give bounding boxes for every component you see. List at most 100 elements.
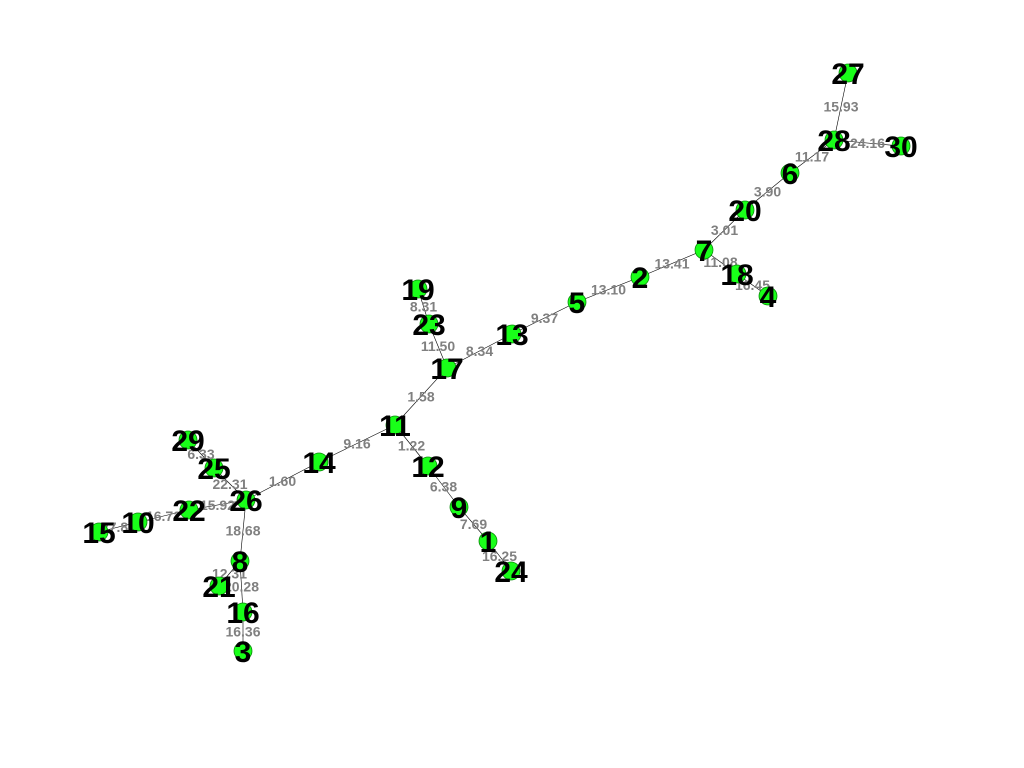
node-12: [418, 456, 438, 476]
edge-weight-label: 11.08: [703, 254, 737, 270]
nodes-layer: [89, 63, 911, 661]
node-label: 23: [412, 309, 445, 342]
node-label: 30: [884, 131, 917, 164]
edge-14-26: [245, 461, 320, 501]
edge-26-8: [239, 499, 247, 562]
node-29: [178, 430, 198, 450]
node-label: 26: [229, 485, 262, 518]
node-label: 28: [817, 125, 850, 158]
node-25: [204, 458, 224, 478]
edge-weight-label: 1.22: [398, 438, 425, 454]
edge-labels-layer: 15.93 24.16 11.17 3.90 3.01 13.41 11.08 16.45 13…: [101, 99, 885, 640]
node-18: [727, 264, 747, 284]
edge-weight-label: 15.93: [823, 99, 858, 115]
node-label: 29: [171, 425, 204, 458]
edge-weight-label: 18.68: [225, 523, 260, 539]
node-23: [419, 314, 439, 334]
edge-weight-label: 3.01: [711, 222, 738, 238]
edge-2-5: [576, 276, 641, 303]
node-28: [824, 130, 844, 150]
edge-weight-label: 15.92: [200, 497, 235, 513]
node-label: 13: [495, 319, 528, 352]
edge-28-30: [833, 139, 902, 147]
edge-weight-label: 20.28: [224, 579, 259, 595]
edge-weight-label: 8.34: [466, 343, 493, 359]
node-19: [408, 279, 428, 299]
node-label: 2: [632, 262, 649, 295]
node-label: 15: [82, 517, 115, 550]
edge-6-20: [744, 172, 791, 211]
edge-5-13: [511, 301, 578, 335]
node-3: [233, 641, 253, 661]
edge-17-11: [394, 367, 448, 426]
node-label: 27: [831, 58, 864, 91]
node-27: [838, 63, 858, 83]
node-4: [758, 286, 778, 306]
node-label: 22: [172, 495, 205, 528]
node-26: [236, 490, 256, 510]
edge-26-22: [188, 499, 247, 511]
node-13: [502, 324, 522, 344]
node-label: 6: [782, 158, 799, 191]
edge-weight-label: 9.37: [531, 310, 558, 326]
edge-weight-label: 24.16: [850, 135, 885, 151]
edge-13-17: [446, 333, 513, 369]
node-label: 3: [235, 636, 252, 669]
node-11: [385, 415, 405, 435]
node-label: 7: [696, 235, 713, 268]
node-10: [128, 512, 148, 532]
edge-weight-label: 16.45: [735, 277, 770, 293]
node-17: [437, 358, 457, 378]
node-label: 25: [197, 453, 230, 486]
node-label: 14: [302, 447, 336, 480]
edge-weight-label: 9.16: [343, 436, 370, 452]
edge-weight-label: 27.84: [101, 519, 136, 535]
node-8: [230, 551, 250, 571]
node-9: [449, 497, 469, 517]
edge-weight-label: 22.31: [212, 476, 247, 492]
node-16: [233, 602, 253, 622]
edge-27-28: [833, 72, 849, 141]
node-label: 1: [480, 526, 497, 559]
edge-weight-label: 16.72: [146, 508, 181, 524]
node-22: [179, 500, 199, 520]
node-labels-layer: 1234567891011121314151617181920212223242…: [82, 58, 917, 669]
edge-weight-label: 11.17: [795, 149, 829, 165]
node-2: [630, 267, 650, 287]
edge-7-2: [639, 249, 705, 278]
node-label: 8: [232, 546, 249, 579]
node-label: 5: [569, 287, 586, 320]
node-21: [209, 576, 229, 596]
edge-11-14: [318, 424, 396, 463]
edge-weight-label: 6.38: [430, 479, 457, 495]
edge-weight-label: 6.33: [187, 446, 214, 462]
node-label: 4: [760, 281, 777, 314]
node-1: [478, 531, 498, 551]
node-20: [735, 200, 755, 220]
edge-weight-label: 11.50: [421, 338, 455, 354]
edge-weight-label: 16.36: [225, 624, 260, 640]
edge-weight-label: 16.25: [482, 548, 517, 564]
node-5: [567, 292, 587, 312]
node-label: 10: [121, 507, 154, 540]
node-label: 12: [411, 451, 444, 484]
node-7: [694, 240, 714, 260]
node-6: [780, 163, 800, 183]
node-label: 20: [728, 195, 761, 228]
node-label: 21: [202, 571, 235, 604]
node-label: 9: [451, 492, 468, 525]
edge-weight-label: 13.10: [591, 282, 626, 298]
node-14: [309, 452, 329, 472]
edge-weight-label: 13.41: [654, 256, 689, 272]
edge-weight-label: 7.69: [460, 516, 487, 532]
node-30: [891, 136, 911, 156]
node-label: 19: [401, 274, 434, 307]
node-label: 17: [430, 353, 463, 386]
edge-weight-label: 8.31: [410, 299, 437, 315]
node-15: [89, 522, 109, 542]
node-label: 16: [226, 597, 259, 630]
node-label: 11: [379, 410, 411, 443]
edge-weight-label: 3.90: [754, 184, 781, 200]
edge-20-7: [703, 209, 746, 251]
